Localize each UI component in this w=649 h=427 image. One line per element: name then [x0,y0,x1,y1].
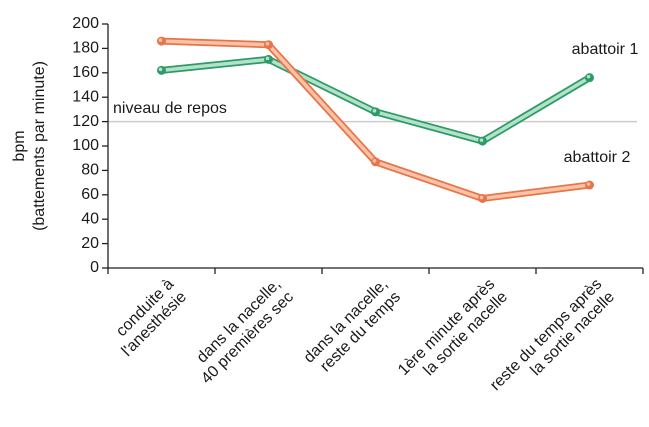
point-highlight [158,38,163,42]
point-highlight [479,138,484,142]
y-axis-label: bpm (battements par minute) [11,61,48,231]
y-tick-label: 140 [72,88,99,105]
y-tick-label: 20 [81,235,99,252]
point-highlight [479,195,484,200]
x-tick-label: conduite àl'anesthésie [113,276,190,360]
y-tick-label: 80 [81,162,99,179]
x-tick-label-line: reste du temps après [487,276,605,394]
y-tick-label: 60 [81,186,99,203]
point-highlight [372,109,377,113]
series-label: abattoir 1 [572,41,639,58]
y-tick-label: 180 [72,40,99,57]
y-tick-label: 40 [81,210,99,227]
y-axis-label-line: bpm [11,130,28,161]
y-tick-label: 0 [90,259,99,276]
point-highlight [372,159,377,163]
x-tick-label: dans la nacelle,40 premières sec [194,276,297,388]
point-highlight [265,41,270,46]
y-tick-label: 160 [72,64,99,81]
reference-label: niveau de repos [113,100,227,117]
point-highlight [586,74,591,79]
y-tick-label: 120 [72,113,99,130]
point-highlight [265,56,270,61]
point-highlight [586,182,591,186]
point-highlight [158,67,163,72]
y-tick-label: 100 [72,137,99,154]
x-tick-label: dans la nacelle,reste du temps [301,276,404,376]
y-tick-label: 200 [72,15,99,32]
series-label: abattoir 2 [564,149,631,166]
y-axis-label-line: (battements par minute) [31,61,48,231]
